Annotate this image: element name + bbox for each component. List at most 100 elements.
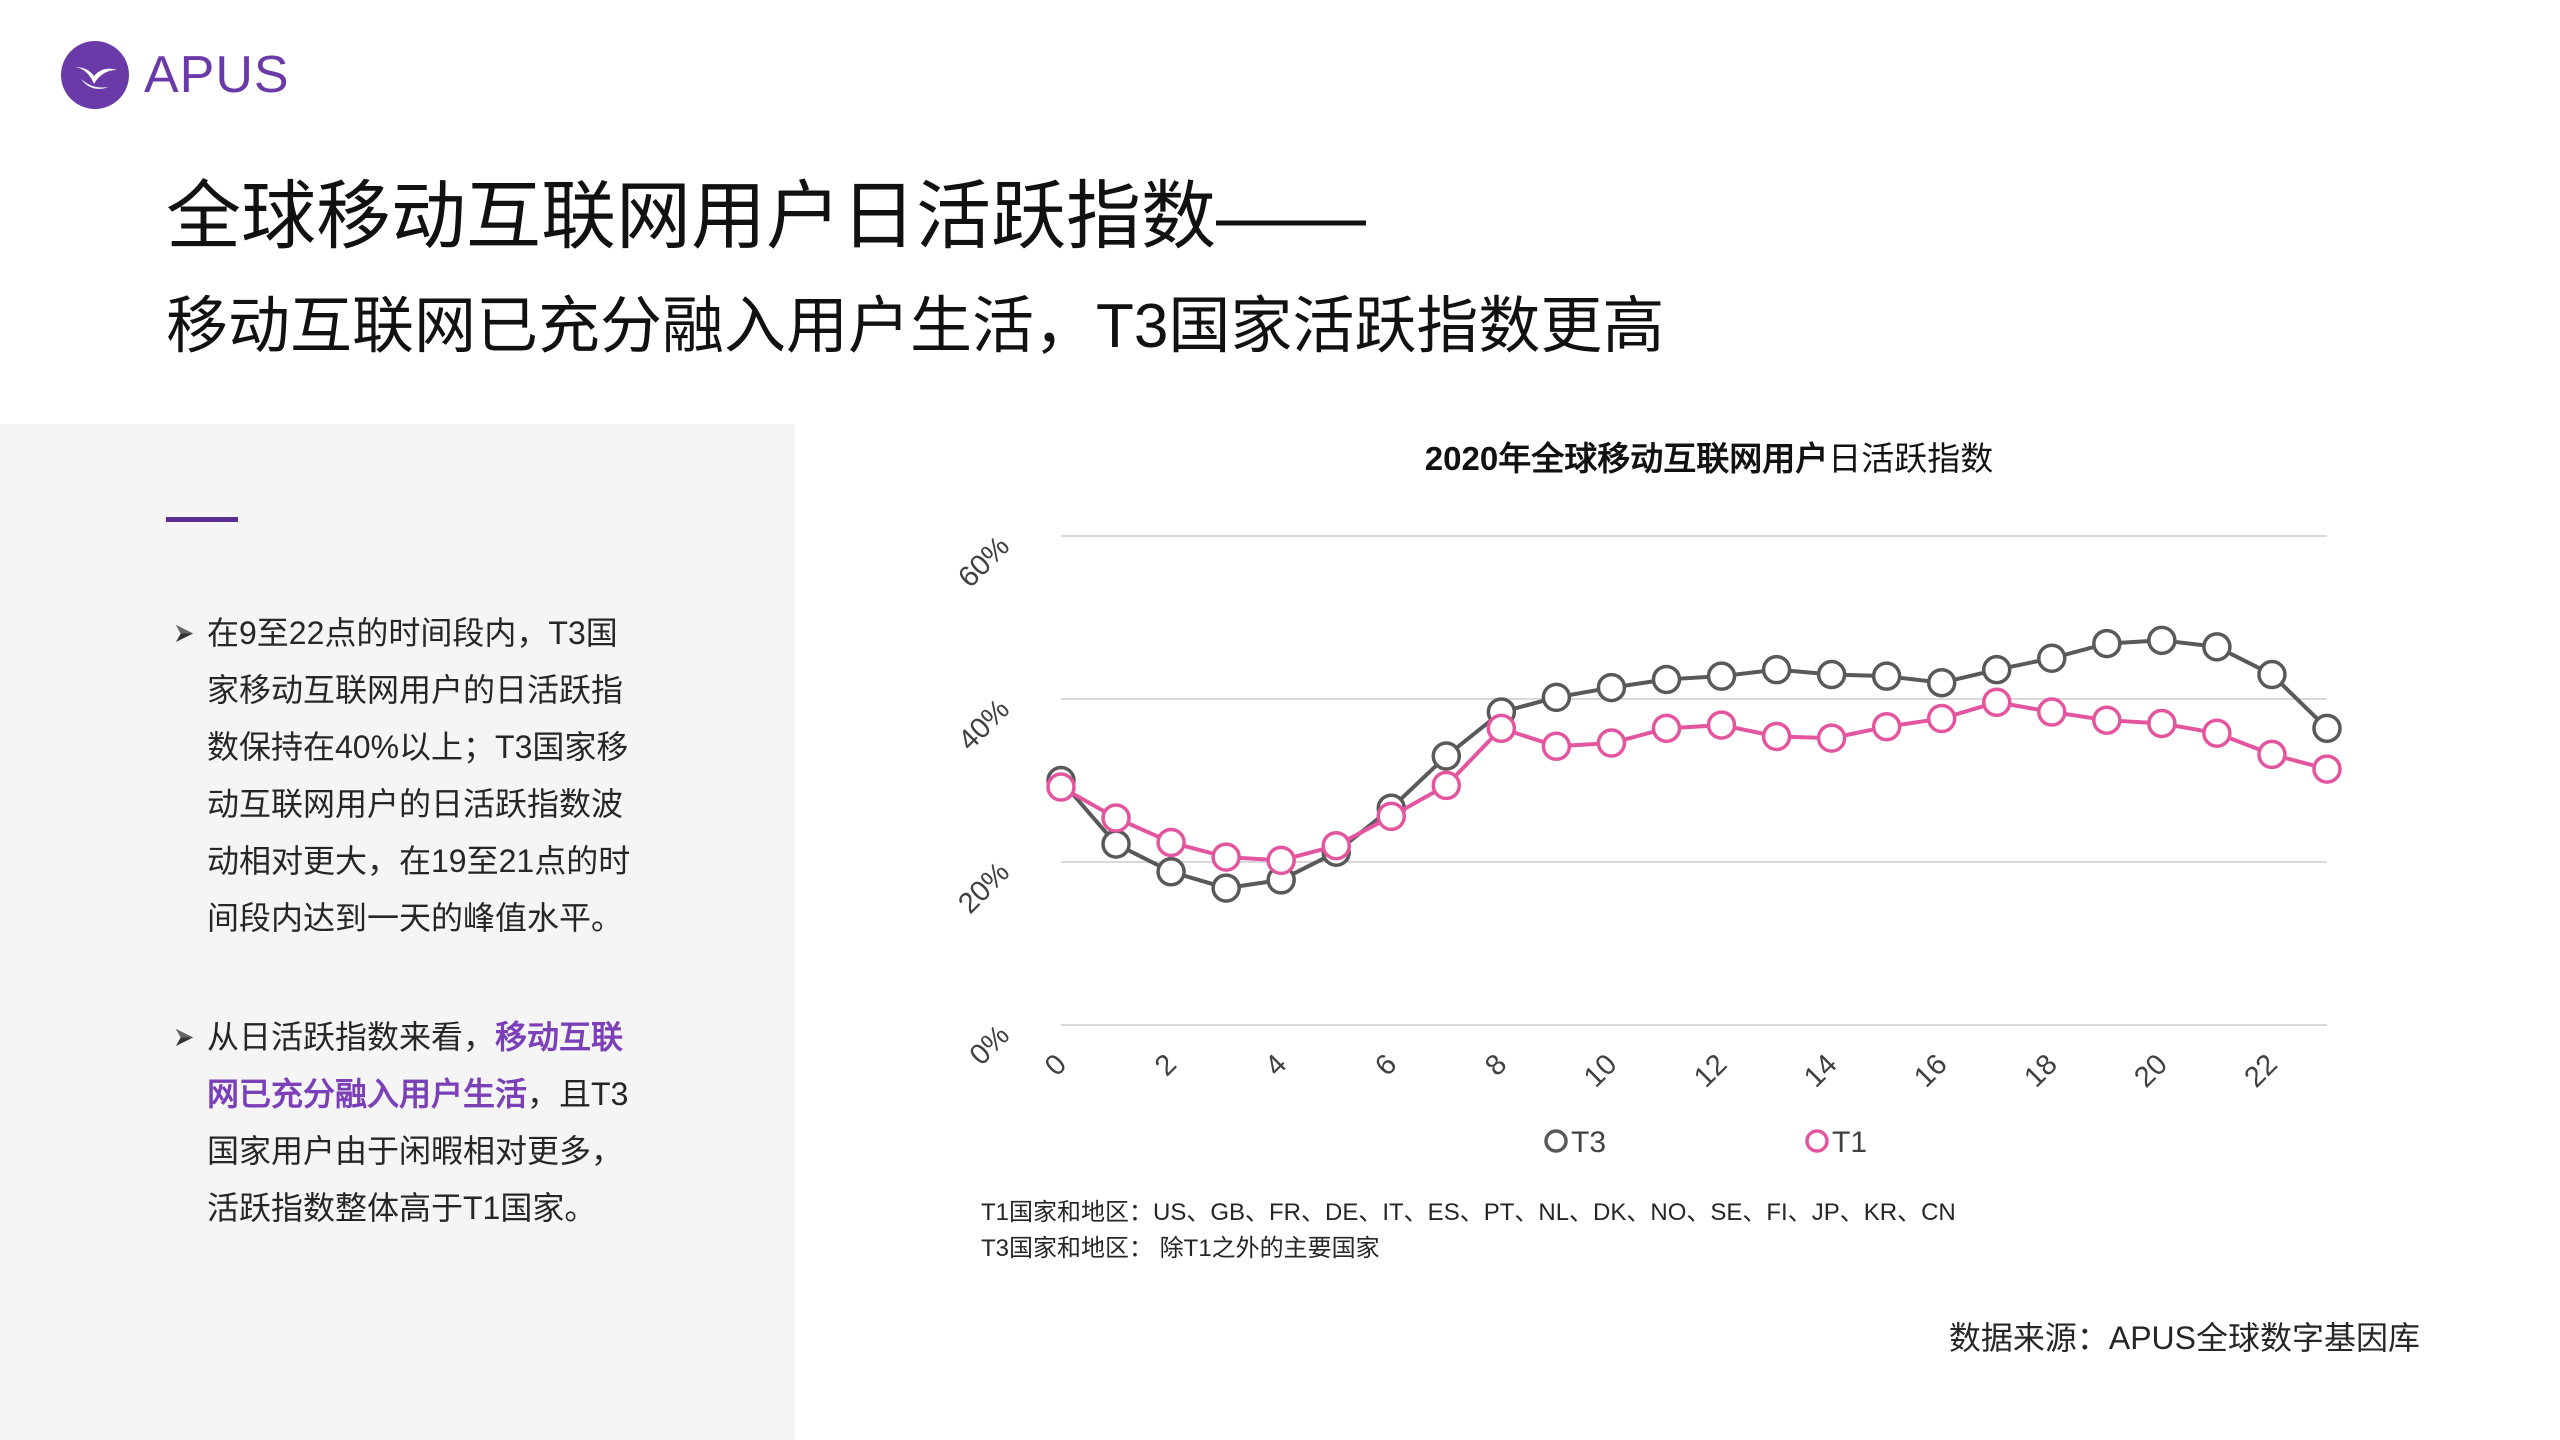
- series-t3-point: [1596, 672, 1627, 703]
- series-t3-point: [2202, 632, 2232, 662]
- series-t1-point: [1541, 731, 1572, 762]
- series-t3-point: [1981, 654, 2012, 685]
- series-t1-point: [1321, 830, 1351, 861]
- bullet-text: 从日活跃指数来看，: [207, 1019, 496, 1055]
- x-tick-label: 20: [2128, 1048, 2173, 1093]
- bullet-line: 家移动互联网用户的日活跃指: [207, 662, 630, 719]
- chart-title-suffix: 日活跃指数: [1828, 440, 1994, 477]
- series-t1-line: [1060, 700, 2328, 863]
- legend-t3-label: T3: [1571, 1126, 1606, 1159]
- series-t1-point: [2202, 718, 2232, 748]
- series-t1-point: [1981, 687, 2012, 718]
- page-subtitle: 移动互联网已充分融入用户生活，T3国家活跃指数更高: [166, 292, 1665, 361]
- bullet-line: 间段内达到一天的峰值水平。: [207, 890, 630, 947]
- bullet-line: 在9至22点的时间段内，T3国: [207, 605, 630, 662]
- series-t3-point: [1926, 667, 1957, 698]
- footnote-t1-countries: T1国家和地区：US、GB、FR、DE、IT、ES、PT、NL、DK、NO、SE…: [981, 1199, 1956, 1226]
- series-t1-point: [2312, 754, 2342, 784]
- series-t1-point: [1651, 713, 1682, 744]
- brand-name: APUS: [144, 46, 290, 104]
- bullet-text: 动相对更大，在19至21点的时: [207, 843, 631, 879]
- bullet-highlight-text: 移动互联: [495, 1019, 624, 1055]
- x-tick-label: 22: [2238, 1048, 2283, 1093]
- arrowhead-bullet-icon: [175, 624, 194, 643]
- series-t3-point: [1541, 682, 1572, 713]
- series-t1-point: [1376, 801, 1407, 832]
- line-chart: 0% 20% 40% 60% 0 2 4 6 8 10 12 14 16 18 20 22 T3 T1: [952, 530, 2342, 1159]
- x-tick-label: 16: [1908, 1048, 1953, 1093]
- chart-title-emphasis: 移动互联网用户: [1597, 440, 1829, 477]
- bullet-line: 网已充分融入用户生活，且T3: [207, 1066, 628, 1123]
- series-t3-point: [1871, 661, 1902, 691]
- series-t3-point: [2037, 643, 2067, 673]
- x-tick-label: 0: [1039, 1048, 1073, 1082]
- bullet-text: 国家用户由于闲暇相对更多，: [207, 1133, 624, 1169]
- series-t3-point: [1211, 873, 1241, 903]
- series-t3-point: [1651, 664, 1682, 695]
- series-t1-point: [1761, 721, 1792, 752]
- series-t3-point: [2257, 659, 2287, 690]
- x-tick-label: 10: [1578, 1048, 1623, 1093]
- series-t1-point: [1816, 723, 1847, 753]
- apus-logo-icon: [61, 41, 129, 109]
- x-tick-label: 14: [1798, 1048, 1843, 1093]
- series-t3-point: [1431, 741, 1462, 771]
- y-tick-label: 40%: [952, 693, 1016, 757]
- y-tick-label: 60%: [952, 530, 1016, 594]
- series-t3-point: [1761, 654, 1792, 685]
- bullet-text: 间段内达到一天的峰值水平。: [207, 900, 624, 936]
- series-t1-point: [1871, 711, 1902, 742]
- footnote-t3-countries: T3国家和地区： 除T1之外的主要国家: [981, 1235, 1380, 1262]
- x-tick-label: 12: [1688, 1048, 1733, 1093]
- x-tick-label: 4: [1259, 1048, 1293, 1082]
- series-t1-point: [2092, 705, 2122, 735]
- bullet-text: 在9至22点的时间段内，T3国: [207, 615, 618, 651]
- series-t3-line: [1059, 638, 2329, 891]
- bullet-line: 动互联网用户的日活跃指数波: [207, 776, 630, 833]
- bullet-line: 国家用户由于闲暇相对更多，: [207, 1123, 628, 1180]
- series-t1-point: [1431, 770, 1462, 801]
- legend-t1-label: T1: [1832, 1126, 1867, 1159]
- series-t1-point: [1266, 845, 1296, 876]
- x-tick-label: 8: [1479, 1048, 1513, 1082]
- series-t1-point: [1046, 772, 1076, 802]
- x-tick-label: 6: [1369, 1048, 1403, 1082]
- bullet-text: 数保持在40%以上；T3国家移: [207, 729, 629, 765]
- series-t1-point: [2257, 739, 2287, 770]
- series-t3-point: [1156, 857, 1186, 887]
- data-source: 数据来源：APUS全球数字基因库: [1948, 1320, 2420, 1356]
- series-t3-point: [2092, 628, 2122, 659]
- series-t3-point: [2312, 713, 2342, 744]
- insight-panel: [0, 424, 795, 1440]
- x-tick-label: 18: [2018, 1048, 2063, 1093]
- x-tick-label: 2: [1149, 1048, 1183, 1082]
- series-t3-point: [1816, 659, 1847, 690]
- arrowhead-bullet-icon: [175, 1028, 194, 1047]
- accent-divider: [166, 517, 238, 522]
- series-t1-point: [1706, 710, 1737, 740]
- bullet-line: 动相对更大，在19至21点的时: [207, 833, 630, 890]
- series-t1-point: [2147, 708, 2177, 739]
- legend-t1-marker: [1805, 1129, 1829, 1153]
- page-title: 全球移动互联网用户日活跃指数——: [166, 174, 1367, 258]
- bullet-line: 从日活跃指数来看，移动互联: [207, 1009, 628, 1066]
- series-t1-point: [1211, 842, 1241, 872]
- series-t3-point: [1101, 829, 1131, 859]
- legend-t3-marker: [1544, 1129, 1568, 1153]
- bullet-text: ，且T3: [527, 1076, 629, 1112]
- series-t1-point: [1156, 827, 1186, 858]
- series-t3-point: [1706, 661, 1737, 691]
- series-t1-point: [2037, 697, 2067, 727]
- chart-title-prefix: 2020年全球: [1424, 440, 1598, 477]
- series-t1-point: [1596, 728, 1627, 758]
- series-t3-point: [2147, 625, 2177, 656]
- series-t1-point: [1926, 703, 1957, 734]
- bullet-text: 家移动互联网用户的日活跃指: [207, 672, 624, 708]
- bullet-text: 动互联网用户的日活跃指数波: [207, 786, 624, 822]
- bullet-text: 活跃指数整体高于T1国家。: [207, 1190, 597, 1226]
- y-tick-label: 20%: [952, 856, 1016, 920]
- y-tick-label: 0%: [964, 1019, 1016, 1071]
- series-t1-point: [1486, 713, 1517, 744]
- bullet-line: 数保持在40%以上；T3国家移: [207, 719, 630, 776]
- bullet-highlight-text: 网已充分融入用户生活: [207, 1076, 528, 1112]
